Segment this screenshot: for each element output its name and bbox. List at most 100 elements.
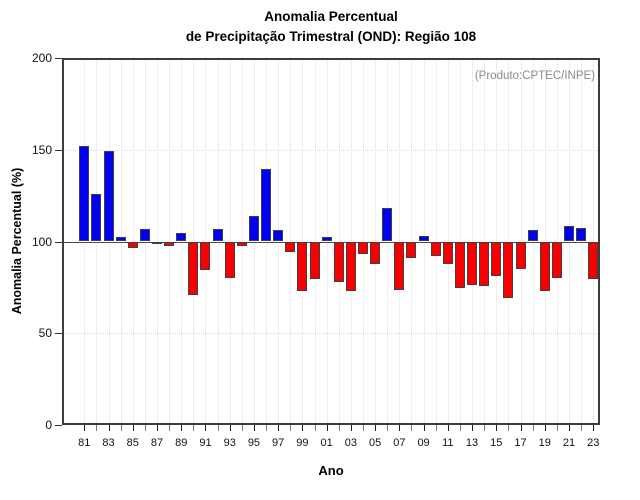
chart-title-line1: Anomalia Percentual (264, 9, 398, 24)
bar-98 (285, 241, 296, 252)
x-tick (568, 425, 570, 431)
x-tick (266, 425, 268, 431)
x-tick (520, 425, 522, 431)
y-tick (55, 333, 62, 335)
x-tick (556, 425, 558, 431)
bar-04 (357, 241, 368, 255)
bar-14 (479, 241, 490, 287)
y-tick-label: 200 (31, 51, 52, 65)
x-tick (108, 425, 110, 431)
x-tick-label: 89 (175, 437, 188, 449)
bar-95 (248, 215, 259, 242)
bar-81 (79, 146, 90, 242)
bar-01 (321, 236, 332, 242)
x-tick-label: 93 (223, 437, 236, 449)
chart-title: Anomalia Percentual de Precipitação Trim… (62, 7, 600, 47)
x-tick (229, 425, 231, 431)
bar-12 (454, 241, 465, 289)
x-tick-label: 13 (465, 437, 479, 449)
bar-87 (152, 241, 162, 245)
y-tick (55, 58, 62, 59)
bar-13 (467, 241, 478, 285)
x-tick (205, 425, 207, 431)
bar-08 (406, 241, 417, 258)
bar-97 (273, 230, 284, 242)
x-tick (387, 425, 389, 431)
bar-89 (176, 233, 187, 242)
bar-22 (576, 227, 587, 242)
x-tick-label: 11 (442, 437, 454, 449)
bar-06 (382, 208, 393, 242)
x-tick-label: 95 (247, 437, 261, 449)
bar-00 (309, 241, 320, 280)
x-tick-label: 15 (490, 437, 503, 449)
bar-83 (103, 150, 114, 242)
x-tick (193, 425, 195, 431)
x-tick (581, 425, 583, 431)
x-tick (120, 425, 122, 431)
bar-20 (551, 241, 562, 279)
bar-93 (224, 241, 235, 279)
x-tick-label: 01 (320, 437, 333, 449)
x-tick-label: 07 (393, 437, 406, 449)
x-tick (96, 425, 98, 431)
y-tick-label: 150 (31, 142, 52, 157)
bar-10 (430, 241, 441, 257)
x-tick (338, 425, 340, 431)
x-tick (314, 425, 316, 431)
x-tick-label: 19 (538, 437, 551, 449)
bar-16 (503, 241, 514, 299)
x-tick (290, 425, 292, 431)
x-tick (459, 425, 461, 431)
bar-85 (127, 241, 138, 248)
x-tick (375, 425, 377, 431)
x-tick-label: 81 (78, 437, 91, 449)
y-tick-label: 100 (31, 234, 52, 249)
x-tick-label: 17 (514, 437, 527, 449)
bar-19 (539, 241, 550, 292)
bar-88 (164, 241, 175, 247)
bar-90 (188, 241, 199, 295)
bar-86 (139, 228, 150, 242)
bar-15 (491, 241, 502, 277)
x-tick (350, 425, 352, 431)
bar-17 (515, 241, 526, 270)
product-annotation: (Produto:CPTEC/INPE) (474, 70, 595, 82)
x-tick (435, 425, 437, 431)
x-tick (253, 425, 255, 431)
bar-23 (588, 241, 599, 280)
bar-82 (91, 193, 102, 242)
y-tick (55, 241, 62, 243)
x-tick-label: 87 (150, 437, 164, 449)
x-tick-label: 85 (126, 437, 139, 449)
bar-91 (200, 241, 211, 270)
x-tick (157, 425, 158, 431)
x-tick-label: 03 (344, 437, 357, 449)
x-tick (423, 425, 425, 431)
bar-11 (442, 241, 453, 265)
x-tick-label: 09 (417, 437, 430, 449)
x-tick-label: 21 (562, 437, 576, 449)
x-tick (132, 425, 134, 431)
bar-05 (370, 241, 381, 265)
x-tick-label: 99 (296, 437, 309, 449)
x-tick (447, 425, 449, 431)
bar-07 (394, 241, 405, 291)
x-tick-label: 91 (199, 437, 212, 449)
x-tick (593, 425, 595, 431)
bar-99 (297, 241, 308, 292)
x-tick-label: 97 (272, 437, 285, 449)
x-tick (84, 425, 86, 431)
bar-92 (212, 228, 223, 242)
x-tick (411, 425, 413, 431)
horizontal-gridline (62, 149, 600, 151)
bar-09 (418, 235, 429, 242)
bar-18 (527, 229, 538, 242)
bar-94 (236, 241, 247, 247)
y-tick-label: 0 (45, 418, 52, 432)
y-tick (55, 425, 62, 426)
x-tick (362, 425, 364, 431)
x-tick (181, 425, 183, 431)
x-tick (169, 425, 171, 431)
y-tick (55, 149, 62, 151)
